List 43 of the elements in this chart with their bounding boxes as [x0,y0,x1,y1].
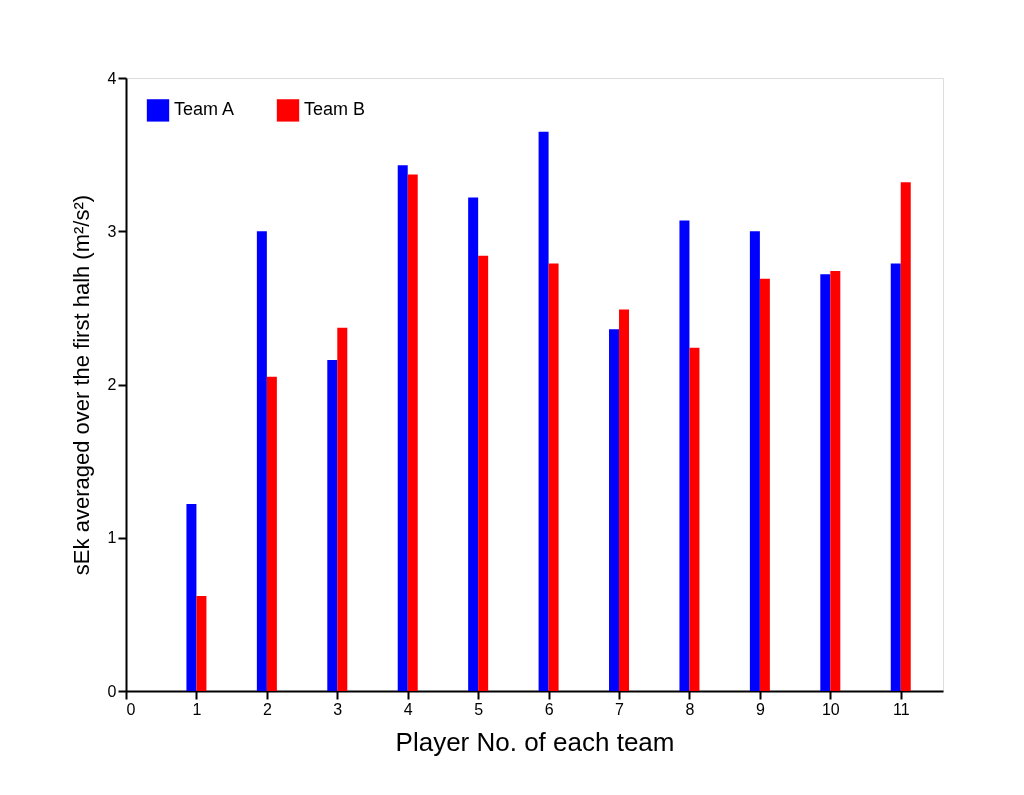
bar [196,595,207,691]
x-tick-label: 11 [892,700,910,718]
bar [256,231,267,691]
legend-label: Team B [304,99,366,120]
x-tick-label: 8 [685,700,695,718]
y-tick-label: 1 [107,529,117,547]
bar [689,347,700,691]
bar [397,165,408,691]
bar [609,329,620,691]
y-tick-label: 4 [107,69,117,87]
bar [266,376,277,691]
bar [337,327,348,691]
bar [820,274,831,691]
x-tick-label: 5 [474,700,484,718]
bar [186,504,197,691]
bar [468,197,479,691]
bar [548,263,559,691]
bar [407,174,418,691]
y-axis-title: sEk averaged over the first halh (m²/s²) [68,194,94,576]
x-tick-label: 1 [192,700,202,718]
y-tick-label: 0 [107,682,117,700]
x-tick-label: 0 [126,700,136,718]
bar [890,263,901,691]
x-tick-label: 10 [821,700,840,718]
bar [749,231,760,691]
y-tick-label: 3 [107,222,117,240]
x-tick-label: 4 [403,700,413,718]
bar [830,271,841,691]
bar [619,309,630,691]
legend-label: Team A [174,99,235,120]
bar [478,255,489,691]
bar [538,131,549,691]
x-axis-title: Player No. of each team [395,726,675,757]
bar [900,182,911,691]
bar [327,359,338,691]
bar [759,278,770,691]
x-tick-label: 6 [544,700,554,718]
x-tick-label: 9 [755,700,765,718]
bar [679,220,690,691]
x-tick-label: 2 [262,700,272,718]
x-tick-label: 7 [615,700,625,718]
x-tick-label: 3 [333,700,343,718]
y-tick-label: 2 [107,376,117,393]
